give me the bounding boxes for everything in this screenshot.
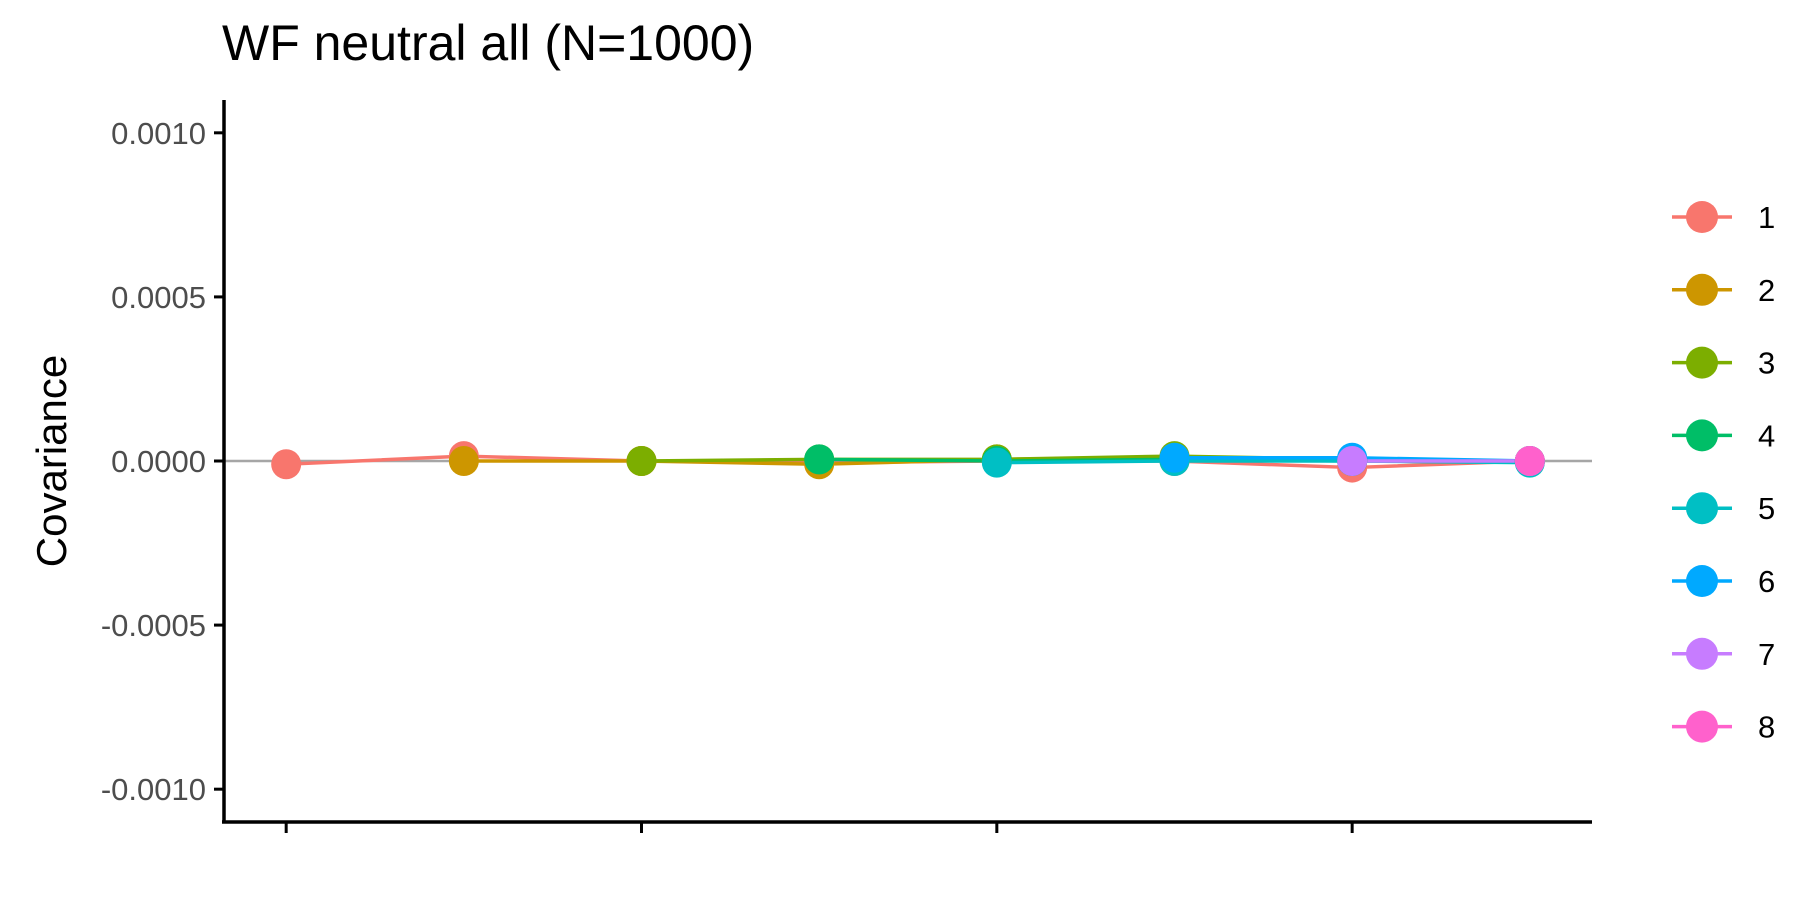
legend-key-point-5 [1686,492,1718,525]
legend-label-7: 7 [1758,637,1775,672]
y-tick-label: 0.0005 [111,280,206,315]
legend-key-point-2 [1686,273,1718,306]
legend-key-point-1 [1686,201,1718,233]
legend-label-2: 2 [1758,273,1775,308]
legend-key-point-7 [1686,637,1718,670]
legend-key-point-4 [1686,419,1718,452]
legend-label-4: 4 [1758,418,1775,453]
series-3-point [626,446,657,476]
y-tick-label: 0.0010 [111,116,206,151]
axis-layer: 0.0010 0.0005 0.0000 -0.0005 -0.0010 Covarian… [28,100,1592,833]
series-4-point [804,444,835,475]
legend-key-point-8 [1686,710,1718,743]
legend-label-5: 5 [1758,491,1775,526]
y-tick-label: -0.0010 [101,772,206,807]
series-8-point [1514,446,1545,476]
legend-key-point-3 [1686,346,1718,379]
y-axis-title: Covariance [28,355,75,567]
series-7-point [1337,446,1368,476]
legend: 1 2 3 4 5 6 7 8 [1672,200,1775,745]
series-layer [271,441,1545,483]
legend-key-point-6 [1686,565,1718,597]
chart-title: WF neutral all (N=1000) [222,15,755,71]
series-5-point [981,447,1012,478]
legend-label-1: 1 [1758,200,1775,235]
y-tick-label: -0.0005 [101,608,206,643]
series-1-point [271,449,302,480]
series-2-point [448,446,479,476]
series-6-point [1159,442,1190,473]
legend-label-8: 8 [1758,710,1775,745]
y-tick-label: 0.0000 [111,444,206,479]
legend-label-3: 3 [1758,346,1775,381]
legend-label-6: 6 [1758,564,1775,599]
